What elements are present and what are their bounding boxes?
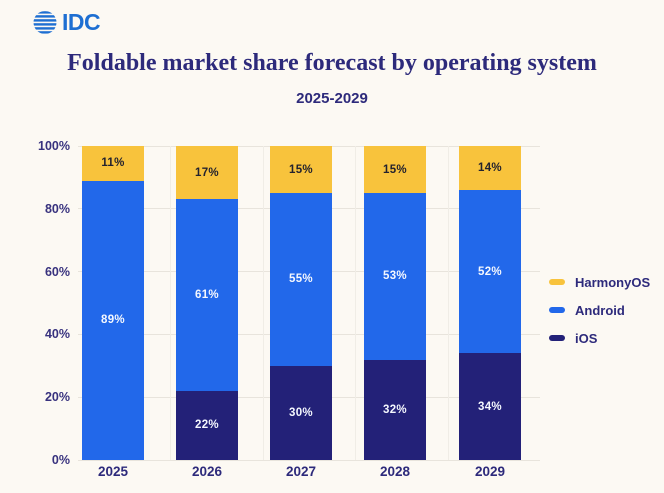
idc-globe-icon [33, 11, 57, 34]
segment-android-2029: 52% [459, 189, 521, 354]
legend-label: Android [575, 302, 625, 318]
x-tick-label-2026: 2026 [191, 464, 223, 479]
segment-android-2025: 89% [82, 180, 144, 460]
bar-2027: 30% 55% 15% [270, 146, 332, 460]
segment-ios-2027: 30% [270, 365, 332, 460]
segment-value-label: 15% [289, 163, 313, 176]
segment-value-label: 32% [383, 403, 407, 416]
segment-ios-2029: 34% [459, 353, 521, 460]
segment-value-label: 53% [383, 270, 407, 283]
segment-harmonyos-2028: 15% [364, 146, 426, 194]
segment-harmonyos-2027: 15% [270, 146, 332, 194]
category-boundary-line [170, 146, 172, 460]
segment-value-label: 15% [383, 163, 407, 176]
segment-value-label: 14% [478, 162, 502, 174]
x-tick-label-2029: 2029 [474, 464, 506, 479]
segment-value-label: 34% [478, 400, 502, 413]
gridline-0 [78, 459, 540, 461]
gridline-100 [78, 145, 540, 147]
category-boundary-line [355, 146, 357, 460]
x-tick-label-2028: 2028 [379, 464, 411, 479]
plot-area: 89% 11% 22% 61% 17% 30% 55% 15% 32% 53% 15% 34% 52% 1… [78, 145, 540, 461]
segment-value-label: 61% [195, 289, 219, 302]
y-tick-label-0: 0% [51, 453, 70, 467]
legend-label: iOS [575, 330, 598, 346]
segment-value-label: 89% [101, 314, 125, 327]
legend-swatch-harmonyos [549, 279, 565, 285]
x-axis: 2025 2026 2027 2028 2029 [78, 464, 540, 484]
y-tick-label-100: 100% [38, 139, 70, 153]
segment-value-label: 17% [195, 166, 219, 179]
y-tick-label-80: 80% [44, 201, 70, 216]
segment-harmonyos-2026: 17% [176, 146, 238, 200]
bar-2026: 22% 61% 17% [176, 146, 238, 460]
segment-android-2027: 55% [270, 193, 332, 366]
bar-2028: 32% 53% 15% [364, 146, 426, 460]
segment-value-label: 52% [478, 265, 502, 278]
chart-title: Foldable market share forecast by operat… [67, 50, 597, 76]
legend-swatch-android [549, 307, 565, 313]
x-tick-label-2025: 2025 [97, 464, 129, 479]
idc-logo: IDC [32, 9, 101, 36]
legend-item-android: Android [549, 296, 650, 324]
chart-subtitle: 2025-2029 [296, 90, 368, 107]
legend-label: HarmonyOS [575, 274, 651, 290]
segment-value-label: 55% [289, 273, 313, 286]
legend: HarmonyOS Android iOS [549, 268, 650, 352]
category-boundary-line [447, 146, 449, 460]
segment-ios-2028: 32% [364, 359, 426, 460]
category-boundary-line [262, 146, 264, 460]
x-tick-label-2027: 2027 [285, 464, 317, 479]
segment-android-2026: 61% [176, 199, 238, 391]
segment-android-2028: 53% [364, 193, 426, 360]
legend-item-ios: iOS [549, 324, 650, 352]
legend-item-harmonyos: HarmonyOS [549, 268, 650, 296]
bar-2025: 89% 11% [82, 146, 144, 460]
segment-value-label: 11% [101, 157, 125, 170]
segment-ios-2026: 22% [176, 390, 238, 460]
idc-logo-text: IDC [62, 9, 101, 35]
y-axis: 0% 20% 40% 60% 80% 100% [0, 139, 70, 467]
legend-swatch-ios [549, 335, 565, 341]
bar-2029: 34% 52% 14% [459, 146, 521, 460]
segment-value-label: 22% [195, 419, 219, 432]
y-tick-label-60: 60% [44, 264, 70, 279]
segment-harmonyos-2029: 14% [459, 146, 521, 190]
y-tick-label-40: 40% [44, 327, 70, 342]
segment-value-label: 30% [289, 406, 313, 419]
y-tick-label-20: 20% [44, 390, 70, 405]
segment-harmonyos-2025: 11% [82, 146, 144, 181]
